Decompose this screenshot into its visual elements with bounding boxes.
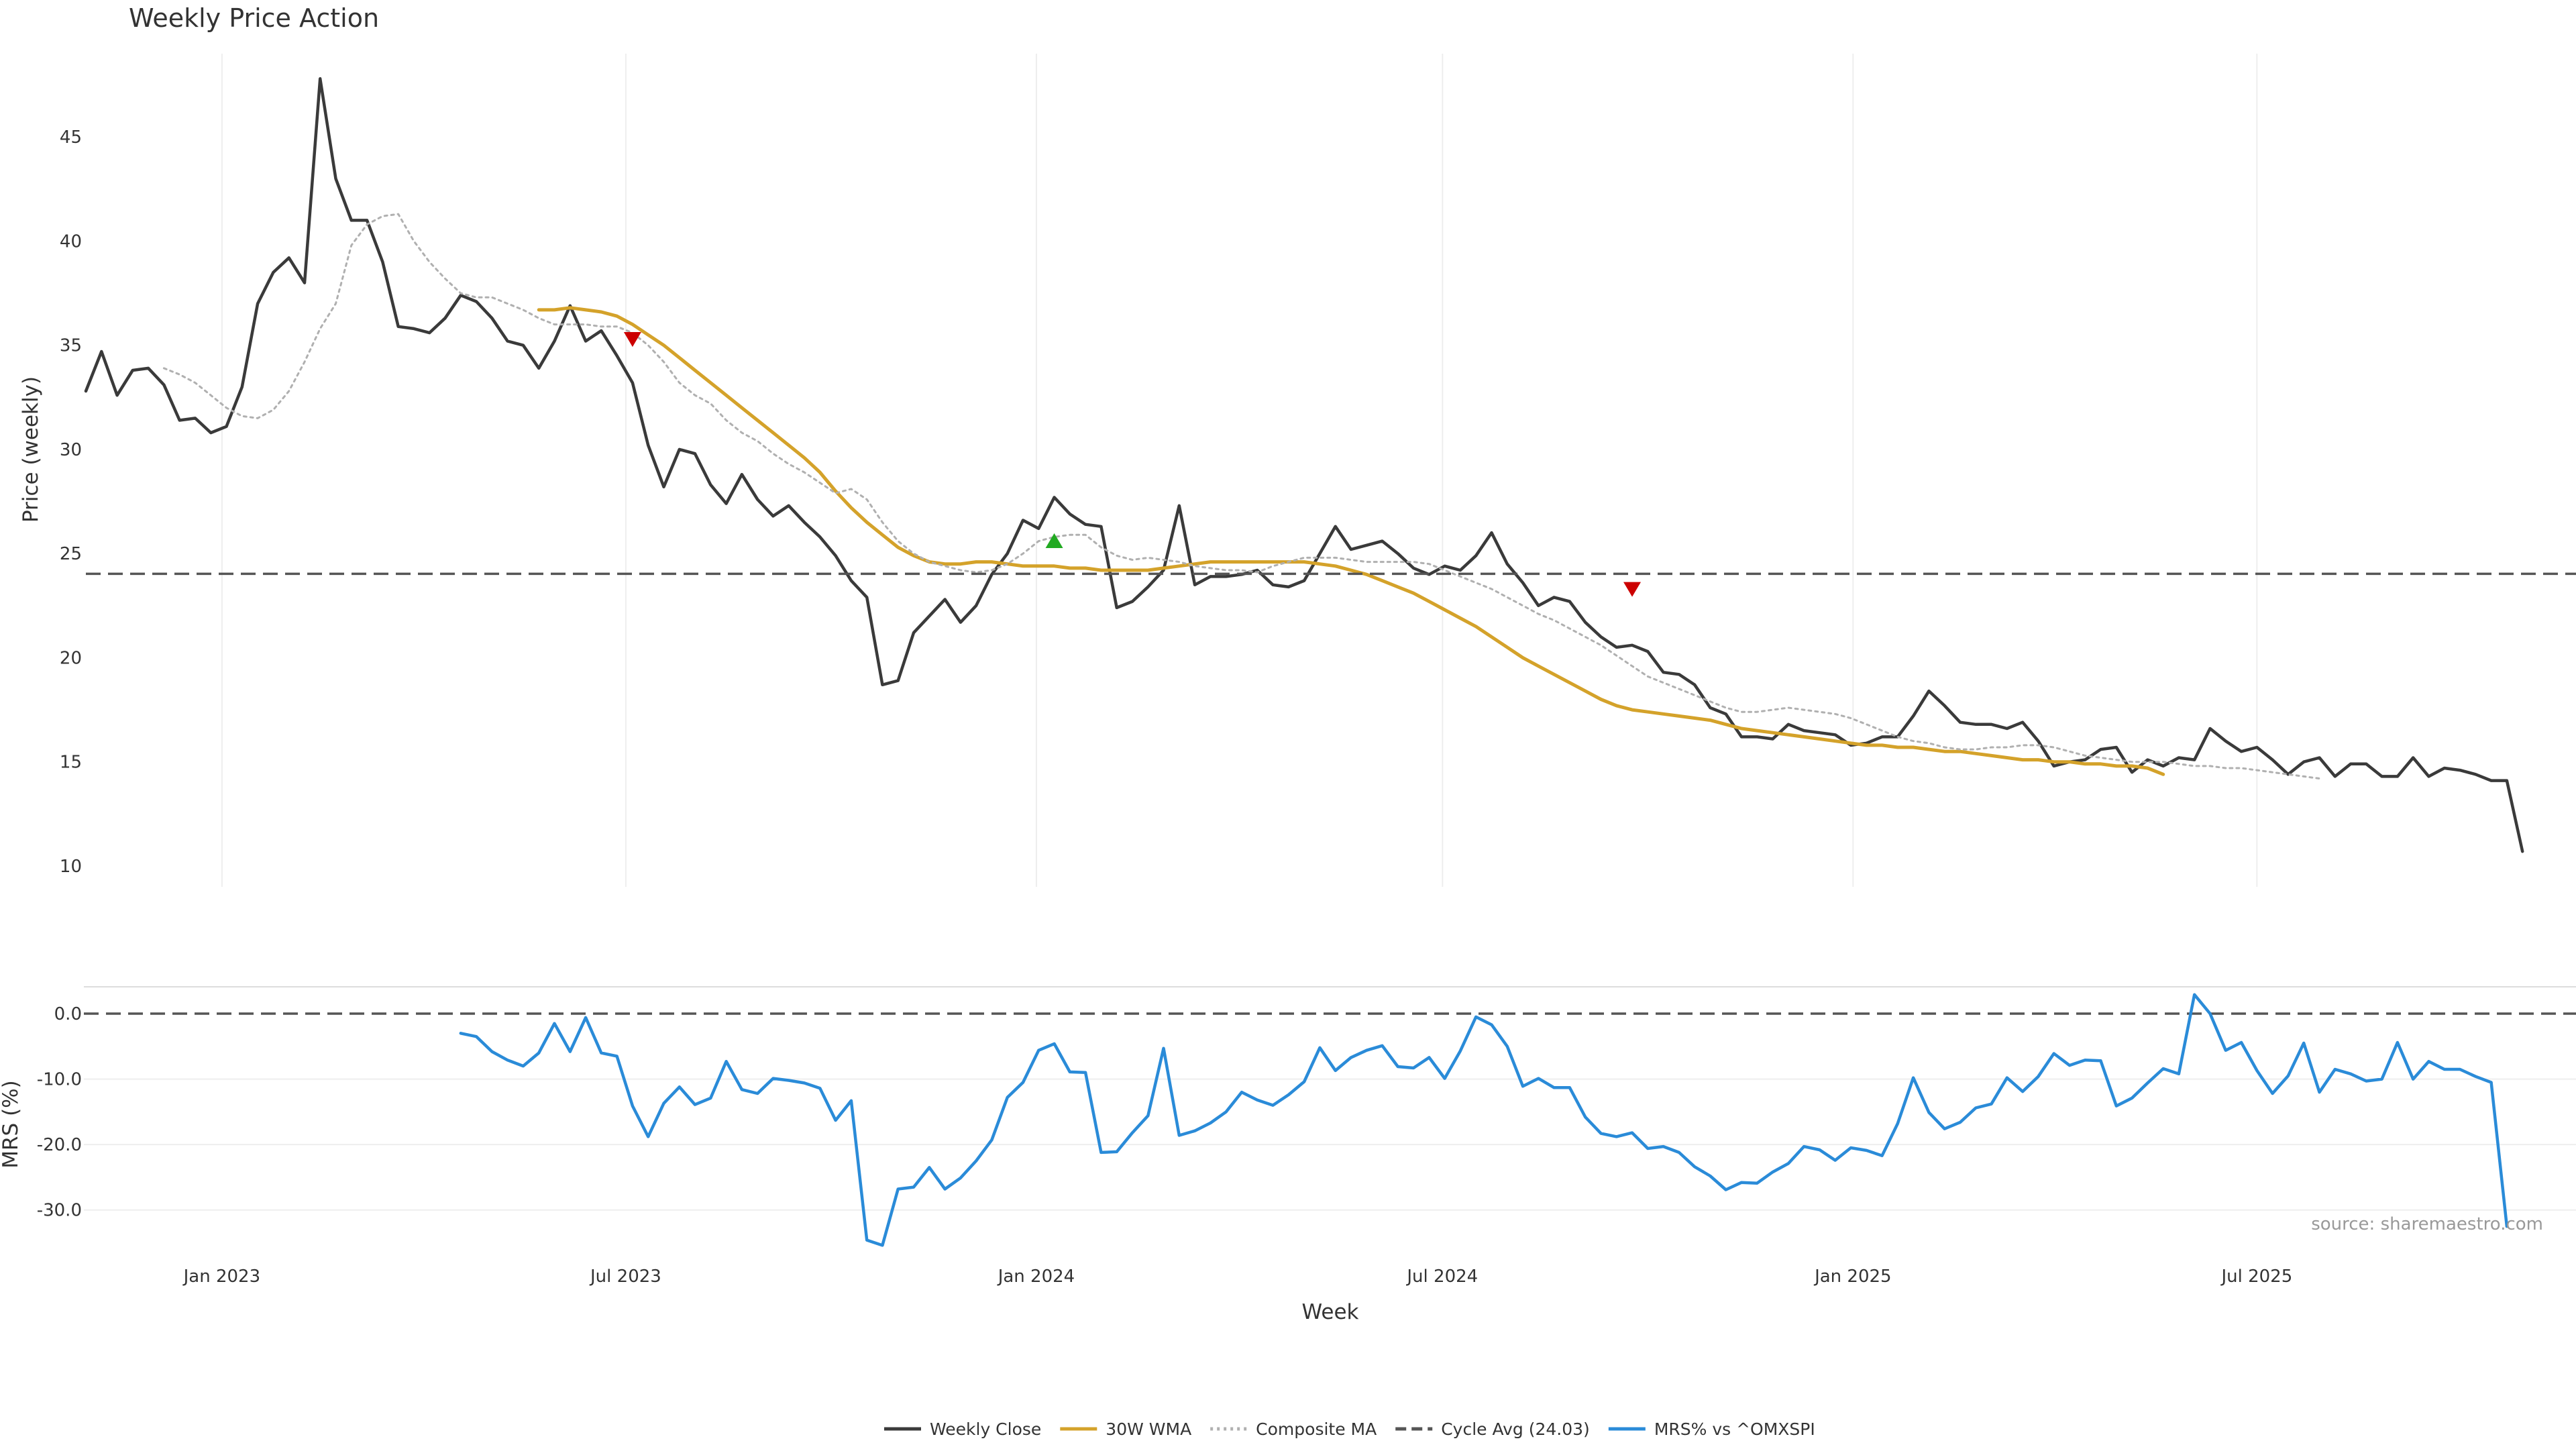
series-line-30w-wma xyxy=(537,306,2165,776)
mrs-series xyxy=(84,993,2576,1247)
price-y-tick-40: 40 xyxy=(60,231,82,252)
chart-title: Weekly Price Action xyxy=(129,3,379,33)
price-y-tick-20: 20 xyxy=(60,648,82,668)
sell-signal-marker-2 xyxy=(1623,582,1642,597)
x-tick-3: Jul 2024 xyxy=(1405,1267,1478,1287)
price-y-tick-25: 25 xyxy=(60,544,82,564)
x-tick-4: Jan 2025 xyxy=(1813,1267,1892,1287)
mrs-grid xyxy=(84,1078,2576,1211)
legend: Weekly Close 30W WMA Composite MA Cycle Avg… xyxy=(884,1419,1815,1439)
price-grid xyxy=(221,54,2258,887)
x-axis-ticks: Jan 2023 Jul 2023 Jan 2024 Jul 2024 Jan 2025… xyxy=(182,1267,2293,1287)
x-tick-0: Jan 2023 xyxy=(182,1267,261,1287)
series-line-weekly-close xyxy=(84,77,2524,853)
x-tick-2: Jan 2024 xyxy=(997,1267,1075,1287)
mrs-y-tick-0: 0.0 xyxy=(54,1004,82,1024)
buy-signal-marker-1 xyxy=(1045,533,1063,548)
series-line-mrs xyxy=(459,993,2509,1247)
legend-label-0: Weekly Close xyxy=(930,1419,1041,1439)
mrs-y-ticks: 0.0 -10.0 -20.0 -30.0 xyxy=(37,1004,82,1221)
price-y-axis-label: Price (weekly) xyxy=(19,376,43,523)
legend-label-2: Composite MA xyxy=(1256,1419,1377,1439)
price-y-tick-10: 10 xyxy=(60,857,82,877)
price-y-ticks: 10 15 20 25 30 35 40 45 xyxy=(60,127,82,877)
price-panel: 10 15 20 25 30 35 40 45 Price (weekly) xyxy=(19,54,2576,887)
series-line-composite-ma xyxy=(162,213,2320,780)
x-tick-1: Jul 2023 xyxy=(589,1267,661,1287)
legend-label-4: MRS% vs ^OMXSPI xyxy=(1654,1419,1815,1439)
x-axis-label: Week xyxy=(1302,1300,1359,1324)
mrs-y-axis-label: MRS (%) xyxy=(0,1080,23,1168)
price-y-tick-35: 35 xyxy=(60,336,82,356)
source-credit: source: sharemaestro.com xyxy=(2311,1214,2543,1234)
price-y-tick-30: 30 xyxy=(60,440,82,460)
legend-label-1: 30W WMA xyxy=(1106,1419,1191,1439)
signal-markers xyxy=(623,331,1642,597)
mrs-y-tick-1: -10.0 xyxy=(37,1070,82,1090)
price-y-tick-15: 15 xyxy=(60,753,82,773)
mrs-y-tick-2: -20.0 xyxy=(37,1135,82,1155)
price-y-tick-45: 45 xyxy=(60,127,82,148)
legend-label-3: Cycle Avg (24.03) xyxy=(1441,1419,1590,1439)
sell-signal-marker-0 xyxy=(623,331,641,347)
mrs-y-tick-3: -30.0 xyxy=(37,1201,82,1221)
x-tick-5: Jul 2025 xyxy=(2220,1267,2292,1287)
price-series xyxy=(84,77,2576,853)
mrs-panel: 0.0 -10.0 -20.0 -30.0 MRS (%) source: share… xyxy=(0,986,2576,1247)
